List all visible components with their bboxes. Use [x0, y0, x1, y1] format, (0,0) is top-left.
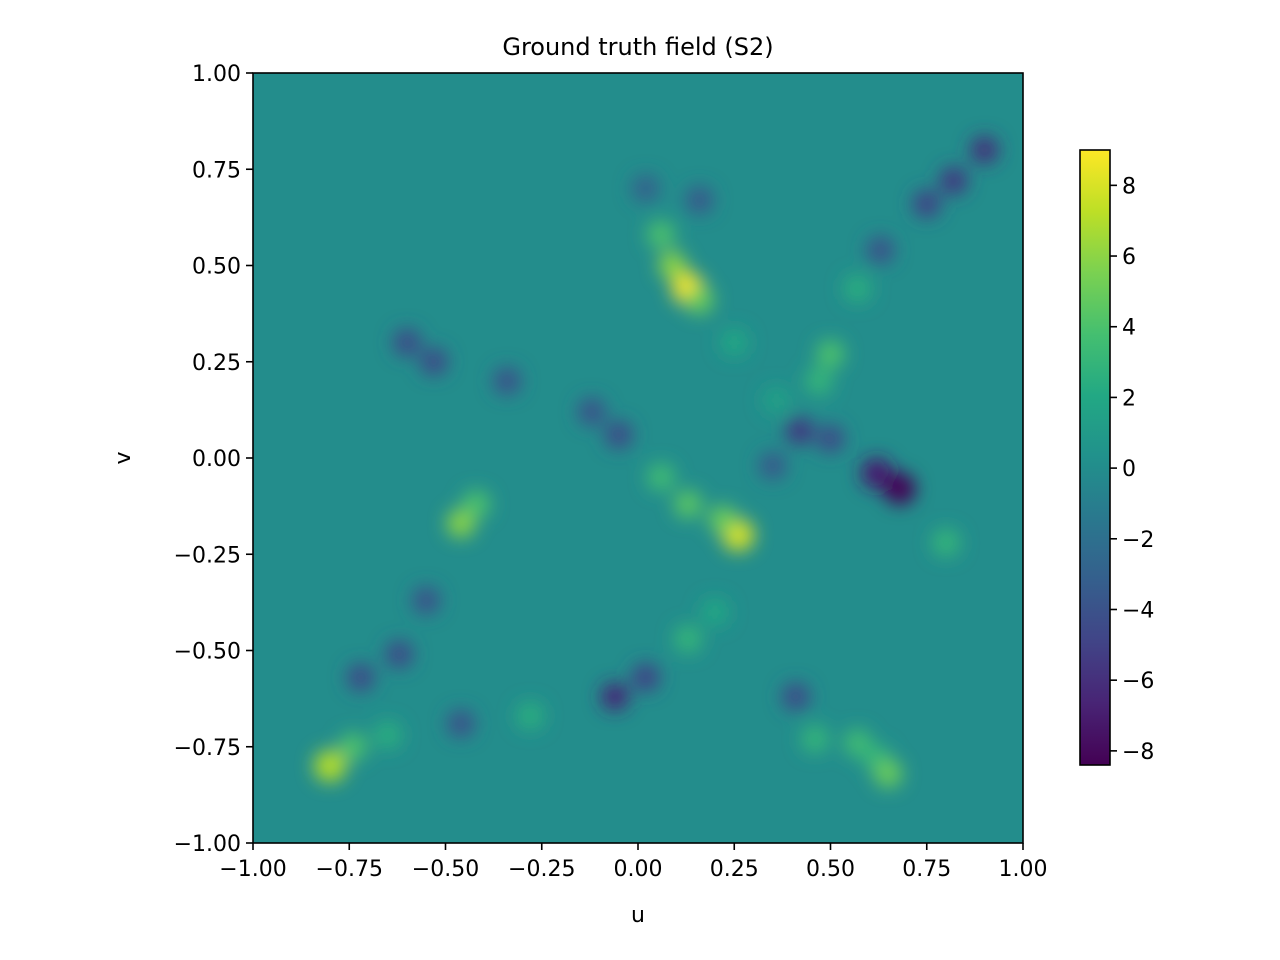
field-blob-34: [346, 663, 375, 692]
field-blob-36: [339, 732, 368, 761]
field-blob-25: [785, 417, 814, 446]
colorbar-tick-label: −2: [1122, 528, 1154, 553]
colorbar-tick-label: 0: [1122, 457, 1136, 482]
field-blob-12: [939, 166, 968, 195]
field-blob-17: [493, 367, 522, 395]
colorbar-tick-label: 8: [1122, 174, 1136, 199]
field-blob-6: [685, 186, 714, 215]
field-blob-26: [816, 424, 845, 453]
y-tick-label: 0.00: [192, 447, 241, 472]
y-tick-label: 1.00: [192, 62, 241, 87]
x-tick-label: −0.50: [412, 857, 479, 882]
field-blob-39: [516, 701, 545, 730]
field-blob-43: [701, 598, 729, 626]
x-tick-label: 0.00: [614, 857, 663, 882]
field-blob-1: [658, 251, 687, 280]
colorbar: −8 −6 −4 −2 0 2 4 6 8: [1079, 149, 1154, 766]
colorbar-tick-label: −6: [1122, 669, 1154, 694]
y-tick-label: 0.75: [192, 158, 241, 183]
field-blob-32: [412, 586, 441, 615]
y-axis-label: v: [111, 451, 136, 464]
field-blob-11: [970, 136, 999, 164]
field-blob-10: [762, 386, 791, 415]
y-tick-label: −1.00: [174, 832, 241, 857]
x-tick-label: −0.75: [316, 857, 383, 882]
x-tick-label: 0.25: [710, 857, 759, 882]
field-blob-28: [883, 472, 916, 505]
colorbar-gradient: [1080, 150, 1110, 765]
field-blob-5: [631, 174, 660, 203]
x-tick-label: 0.75: [902, 857, 951, 882]
field-blob-44: [781, 682, 810, 711]
field-blob-8: [816, 340, 845, 369]
field-blob-42: [674, 624, 703, 653]
colorbar-tick-label: −4: [1122, 598, 1154, 623]
y-tick-label: 0.50: [192, 255, 241, 280]
y-tick-label: −0.50: [174, 640, 241, 665]
field-blob-4: [720, 328, 749, 357]
heatmap-background: [253, 73, 1023, 843]
colorbar-tick-label: 6: [1122, 245, 1136, 270]
field-blob-13: [912, 189, 941, 218]
field-blob-29: [932, 528, 960, 557]
colorbar-tick-label: −8: [1122, 740, 1154, 765]
field-blob-20: [647, 463, 676, 492]
chart-title: Ground truth field (S2): [502, 33, 773, 61]
field-blob-14: [866, 236, 895, 265]
field-blob-9: [804, 367, 833, 395]
x-axis-label: u: [631, 903, 645, 928]
field-blob-7: [843, 274, 872, 303]
field-blob-38: [446, 709, 475, 738]
field-blob-3: [685, 286, 714, 315]
field-blob-27: [860, 457, 893, 490]
colorbar-frame: [1079, 149, 1111, 766]
field-blob-30: [446, 509, 475, 538]
colorbar-ticks: −8 −6 −4 −2 0 2 4 6 8: [1110, 174, 1154, 765]
y-tick-label: 0.25: [192, 351, 241, 376]
field-blob-18: [577, 397, 606, 426]
field-blob-41: [631, 663, 660, 692]
field-blob-48: [874, 759, 903, 788]
field-blob-15: [393, 328, 421, 357]
field-blob-45: [801, 725, 830, 754]
colorbar-tick-label: 2: [1122, 386, 1136, 411]
x-tick-label: −0.25: [508, 857, 575, 882]
x-tick-label: 0.50: [806, 857, 855, 882]
field-blob-35: [314, 750, 346, 782]
y-tick-label: −0.75: [174, 736, 241, 761]
field-blob-21: [674, 490, 703, 519]
field-blob-23: [708, 505, 737, 534]
field-blob-46: [843, 728, 872, 757]
heatmap-field: [314, 136, 999, 788]
y-tick-label: −0.25: [174, 543, 241, 568]
field-blob-16: [419, 347, 448, 376]
field-blob-33: [385, 640, 414, 669]
field-blob-2: [647, 220, 676, 249]
field-blob-31: [462, 490, 491, 519]
field-blob-19: [604, 420, 633, 449]
x-axis: −1.00 −0.75 −0.50 −0.25 0.00 0.25 0.50 0.75 1.00: [219, 843, 1047, 882]
x-tick-label: 1.00: [999, 857, 1048, 882]
x-tick-label: −1.00: [219, 857, 286, 882]
field-blob-37: [373, 721, 402, 750]
plot-area: [252, 72, 1024, 844]
field-blob-24: [758, 451, 787, 480]
field-blob-40: [600, 682, 629, 711]
y-axis: −1.00 −0.75 −0.50 −0.25 0.00 0.25 0.50 0.75 1.00: [174, 62, 253, 857]
colorbar-tick-label: 4: [1122, 316, 1136, 341]
